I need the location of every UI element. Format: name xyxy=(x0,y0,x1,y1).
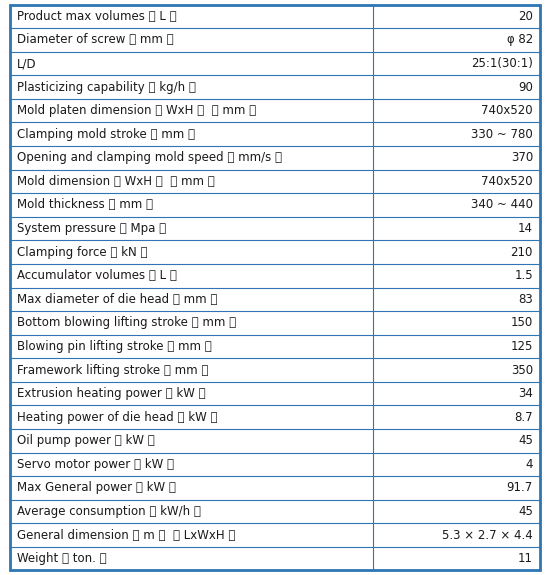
Text: Plasticizing capability （ kg/h ）: Plasticizing capability （ kg/h ） xyxy=(17,81,196,94)
Text: Opening and clamping mold speed （ mm/s ）: Opening and clamping mold speed （ mm/s ） xyxy=(17,151,282,164)
Text: 125: 125 xyxy=(510,340,533,353)
Text: 25:1(30:1): 25:1(30:1) xyxy=(471,57,533,70)
Text: 150: 150 xyxy=(511,316,533,329)
Text: System pressure （ Mpa ）: System pressure （ Mpa ） xyxy=(17,222,166,235)
Text: Mold platen dimension （ WxH ）  （ mm ）: Mold platen dimension （ WxH ） （ mm ） xyxy=(17,104,256,117)
Text: 210: 210 xyxy=(510,246,533,259)
Text: Heating power of die head （ kW ）: Heating power of die head （ kW ） xyxy=(17,411,218,424)
Text: Blowing pin lifting stroke （ mm ）: Blowing pin lifting stroke （ mm ） xyxy=(17,340,212,353)
Text: 350: 350 xyxy=(511,363,533,377)
Text: 90: 90 xyxy=(518,81,533,94)
Text: 330 ~ 780: 330 ~ 780 xyxy=(471,128,533,141)
Text: 83: 83 xyxy=(518,293,533,306)
Text: Weight （ ton. ）: Weight （ ton. ） xyxy=(17,552,107,565)
Text: Framework lifting stroke （ mm ）: Framework lifting stroke （ mm ） xyxy=(17,363,208,377)
Text: Max diameter of die head （ mm ）: Max diameter of die head （ mm ） xyxy=(17,293,217,306)
Text: 45: 45 xyxy=(518,434,533,447)
Text: Product max volumes （ L ）: Product max volumes （ L ） xyxy=(17,10,177,23)
Text: Accumulator volumes （ L ）: Accumulator volumes （ L ） xyxy=(17,269,177,282)
Text: Clamping mold stroke （ mm ）: Clamping mold stroke （ mm ） xyxy=(17,128,195,141)
Text: 740x520: 740x520 xyxy=(481,104,533,117)
Text: 14: 14 xyxy=(518,222,533,235)
Text: 45: 45 xyxy=(518,505,533,518)
Text: φ 82: φ 82 xyxy=(507,33,533,47)
Text: Max General power （ kW ）: Max General power （ kW ） xyxy=(17,481,176,494)
Text: 4: 4 xyxy=(525,458,533,471)
Text: Mold dimension （ WxH ）  （ mm ）: Mold dimension （ WxH ） （ mm ） xyxy=(17,175,215,188)
Text: 34: 34 xyxy=(518,387,533,400)
Text: 91.7: 91.7 xyxy=(507,481,533,494)
Text: Mold thickness （ mm ）: Mold thickness （ mm ） xyxy=(17,198,153,212)
Text: Oil pump power （ kW ）: Oil pump power （ kW ） xyxy=(17,434,155,447)
Text: General dimension （ m ）  （ LxWxH ）: General dimension （ m ） （ LxWxH ） xyxy=(17,528,235,542)
Text: 8.7: 8.7 xyxy=(514,411,533,424)
Text: 340 ~ 440: 340 ~ 440 xyxy=(471,198,533,212)
Text: 740x520: 740x520 xyxy=(481,175,533,188)
Text: Bottom blowing lifting stroke （ mm ）: Bottom blowing lifting stroke （ mm ） xyxy=(17,316,236,329)
Text: 20: 20 xyxy=(518,10,533,23)
Text: Average consumption （ kW/h ）: Average consumption （ kW/h ） xyxy=(17,505,201,518)
Text: Clamping force （ kN ）: Clamping force （ kN ） xyxy=(17,246,147,259)
Text: Extrusion heating power （ kW ）: Extrusion heating power （ kW ） xyxy=(17,387,206,400)
Text: 11: 11 xyxy=(518,552,533,565)
Text: L/D: L/D xyxy=(17,57,37,70)
Text: Diameter of screw （ mm ）: Diameter of screw （ mm ） xyxy=(17,33,174,47)
Text: 370: 370 xyxy=(511,151,533,164)
Text: 1.5: 1.5 xyxy=(514,269,533,282)
Text: Servo motor power （ kW ）: Servo motor power （ kW ） xyxy=(17,458,174,471)
Text: 5.3 × 2.7 × 4.4: 5.3 × 2.7 × 4.4 xyxy=(442,528,533,542)
